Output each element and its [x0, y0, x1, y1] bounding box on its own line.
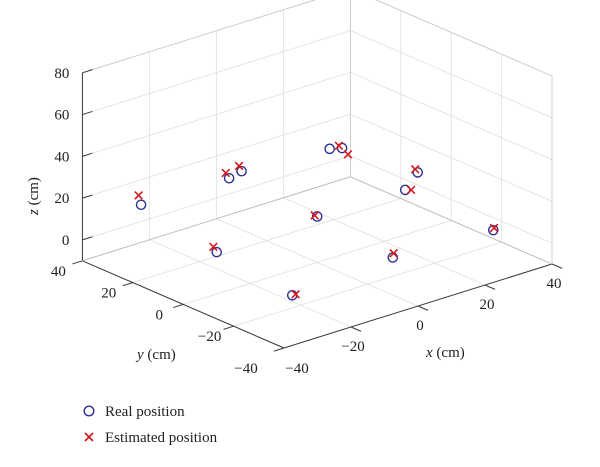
- z-tick-mark: [82, 194, 93, 199]
- real-position-marker: [399, 184, 411, 196]
- y-tick-mark: [273, 347, 285, 352]
- z-tick-label: 0: [62, 233, 70, 249]
- legend: Real position Estimated position: [83, 404, 218, 446]
- z-tick-label: 40: [54, 149, 69, 165]
- y-tick-mark: [173, 303, 184, 309]
- x-tick-label: −20: [341, 339, 364, 355]
- y-tick-mark: [72, 260, 83, 265]
- data-points: [134, 141, 499, 301]
- legend-item-estimated: Estimated position: [84, 430, 218, 446]
- side-wall-grid-line-z: [350, 155, 553, 244]
- back-wall-grid-line-z: [82, 71, 351, 157]
- z-tick-mark: [82, 236, 93, 241]
- x-tick-label: 40: [547, 276, 562, 292]
- back-wall-grid-line-z: [82, 113, 351, 199]
- estimated-position-marker: [291, 289, 301, 299]
- y-axis-label: y (cm): [135, 347, 176, 363]
- y-tick-label: −20: [198, 329, 221, 345]
- real-position-marker: [211, 246, 222, 258]
- x-tick-mark: [551, 263, 563, 269]
- z-axis-label: z (cm): [26, 177, 42, 216]
- estimated-position-marker: [334, 141, 344, 151]
- back-wall-grid-line-z: [82, 30, 351, 116]
- estimated-position-marker: [234, 161, 244, 171]
- real-position-marker: [135, 199, 147, 211]
- side-wall-grid-line-z: [350, 113, 553, 202]
- y-axis-line: [82, 260, 285, 349]
- axes-box: [81, 0, 553, 349]
- x-axis-label: x (cm): [425, 345, 465, 361]
- estimated-position-marker: [389, 248, 398, 258]
- estimated-position-marker: [221, 168, 231, 178]
- top-side-edge-line: [375, 0, 553, 77]
- real-position-marker: [324, 143, 335, 155]
- real-position-marker: [236, 165, 247, 177]
- legend-label-real: Real position: [105, 404, 185, 420]
- legend-circle-marker: [83, 405, 95, 417]
- legend-label-estimated: Estimated position: [105, 430, 218, 446]
- estimated-position-marker: [489, 223, 499, 233]
- corner-tick-label-y: −40: [234, 361, 257, 377]
- z-tick-mark: [82, 69, 93, 74]
- floor-grid-line-y: [183, 219, 452, 305]
- x-tick-mark: [484, 284, 496, 290]
- z-tick-mark: [82, 110, 93, 116]
- x-tick-label: 20: [480, 297, 495, 313]
- legend-item-real: Real position: [83, 404, 185, 420]
- estimated-position-marker: [310, 210, 320, 220]
- corner-tick-label-x: −40: [285, 361, 308, 377]
- estimated-position-marker: [410, 164, 420, 174]
- y-tick-label: 20: [101, 286, 116, 302]
- real-position-marker: [487, 224, 499, 236]
- back-wall-grid-line-z: [82, 155, 351, 241]
- z-tick-label: 20: [54, 191, 69, 207]
- legend-x-marker: [84, 432, 94, 442]
- floor-edge-line: [350, 176, 553, 265]
- estimated-position-marker: [343, 150, 353, 159]
- y-tick-mark: [223, 325, 234, 330]
- floor-grid-line-y: [233, 241, 502, 327]
- tick-labels: −20 0 20 40 −20 0 20 40 0 20 40 60 80: [51, 66, 563, 355]
- x-tick-mark: [417, 305, 429, 311]
- z-tick-mark: [82, 152, 93, 157]
- grid-layer: [81, 0, 553, 349]
- y-tick-label: 0: [155, 307, 163, 323]
- y-tick-label: 40: [51, 264, 66, 280]
- estimated-position-marker: [134, 190, 143, 200]
- estimated-position-marker: [208, 242, 218, 252]
- x-tick-label: 0: [416, 318, 424, 334]
- x-tick-mark: [350, 326, 362, 332]
- y-tick-mark: [122, 282, 133, 287]
- z-tick-label: 80: [54, 66, 69, 82]
- side-wall-grid-line-z: [350, 30, 553, 119]
- floor-back-edge-line: [82, 176, 351, 262]
- z-tick-label: 60: [54, 108, 69, 124]
- floor-grid-line-y: [132, 198, 401, 284]
- side-wall-grid-line-z: [350, 71, 553, 160]
- estimated-position-marker: [406, 185, 416, 195]
- top-back-edge-line: [82, 0, 317, 74]
- real-position-marker: [223, 172, 235, 184]
